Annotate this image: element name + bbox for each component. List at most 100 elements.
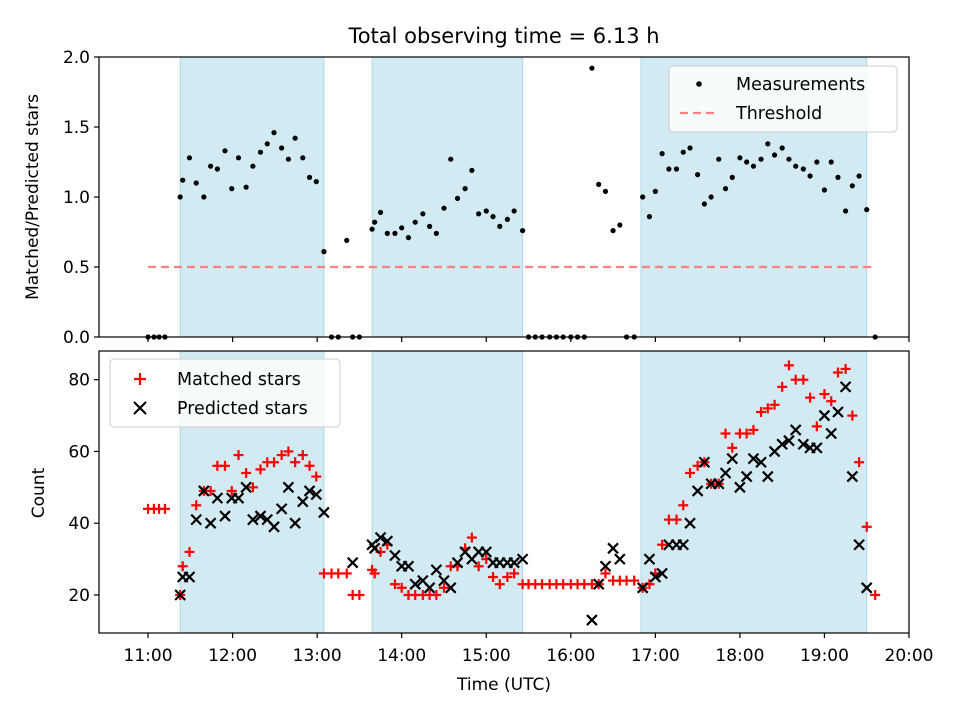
predicted-star-point [740, 470, 753, 483]
matched-star-point [685, 467, 696, 478]
matched-star-point [341, 568, 352, 579]
measurement-point [285, 156, 291, 162]
measurement-point [300, 155, 306, 161]
measurement-point [701, 201, 707, 207]
matched-star-point [431, 589, 442, 600]
predicted-star-point [368, 542, 381, 555]
measurement-point [589, 65, 595, 71]
predicted-star-point [174, 589, 186, 601]
measurement-point [412, 219, 418, 225]
measurement-point [441, 205, 447, 211]
measurement-point [729, 174, 735, 180]
measurement-point [279, 145, 285, 151]
measurement-point [186, 155, 193, 161]
matched-star-point [657, 539, 668, 550]
shaded-interval-1 [371, 350, 524, 634]
predicted-star-point [402, 560, 415, 573]
predicted-star-point [734, 481, 746, 494]
measurement-point [420, 211, 426, 217]
matched-star-point [389, 579, 400, 590]
measurement-point [687, 145, 693, 151]
predicted-star-point [430, 564, 443, 576]
measurement-point [835, 174, 841, 180]
matched-star-point [297, 450, 308, 461]
measurement-point [229, 186, 235, 192]
measurement-point [786, 156, 792, 162]
measurement-point [602, 188, 609, 194]
measurement-point [708, 194, 714, 200]
matched-star-point [805, 392, 816, 403]
matched-star-point [191, 500, 202, 511]
measurement-point [807, 173, 813, 179]
x-tick-label: 18:00 [715, 646, 764, 666]
matched-star-point [283, 446, 294, 457]
top-y-axis-label: Matched/Predicted stars [23, 94, 43, 300]
measurement-point [177, 194, 183, 200]
predicted-star-point [643, 553, 656, 565]
matched-stars-points [143, 360, 881, 600]
matched-star-point [720, 428, 731, 439]
measurement-point [737, 155, 743, 161]
bottom-y-axis-label: Count [29, 467, 49, 518]
predicted-star-point [783, 434, 795, 447]
matched-star-point [671, 514, 682, 525]
predicted-stars-points [174, 381, 873, 626]
y-tick-label: 1.5 [63, 118, 90, 138]
predicted-star-point [198, 485, 210, 497]
measurement-point [744, 159, 750, 165]
measurement-point [659, 151, 665, 157]
shaded-interval-2 [640, 350, 868, 634]
x-tick-label: 20:00 [885, 646, 934, 666]
predicted-star-point [211, 492, 224, 504]
predicted-star-point [656, 567, 668, 580]
predicted-star-point [586, 614, 598, 626]
matched-star-point [832, 367, 843, 378]
predicted-star-point [811, 442, 823, 454]
legend-matched-marker [134, 373, 146, 385]
matched-star-point [290, 457, 301, 468]
predicted-star-point [240, 481, 252, 494]
bottom-legend: Matched stars Predicted stars [109, 358, 341, 428]
matched-star-point [870, 589, 881, 600]
x-tick-label: 12:00 [208, 646, 257, 666]
measurement-point [306, 174, 313, 180]
matched-star-point [826, 396, 837, 407]
predicted-star-point [691, 485, 704, 497]
measurement-point [384, 230, 390, 236]
measurement-point [448, 156, 454, 162]
measurement-point [680, 149, 686, 155]
predicted-star-point [346, 556, 359, 569]
measurement-point [842, 208, 849, 214]
predicted-star-point [219, 510, 231, 522]
predicted-star-point [614, 553, 626, 565]
predicted-star-point [846, 470, 859, 483]
measurement-point [490, 214, 496, 220]
y-tick-label: 0.5 [63, 258, 90, 278]
measurement-point [377, 209, 384, 215]
measurement-point [666, 166, 672, 172]
measurement-point [235, 155, 242, 161]
y-tick-label: 1.0 [63, 188, 90, 208]
measurement-point [462, 186, 468, 192]
legend-matched-label: Matched stars [177, 370, 301, 390]
measurement-point [520, 228, 526, 234]
measurement-point [722, 186, 729, 192]
measurement-point [257, 149, 264, 155]
matched-star-point [159, 503, 170, 514]
measurement-point [372, 219, 378, 225]
matched-star-point [184, 546, 195, 557]
x-tick-label: 17:00 [631, 646, 680, 666]
y-tick-label: 60 [68, 442, 90, 462]
matched-star-point [226, 485, 237, 496]
predicted-star-point [190, 513, 203, 526]
matched-star-point [502, 572, 513, 583]
measurement-point [610, 228, 616, 234]
predicted-star-point [275, 503, 288, 515]
matched-star-point [241, 467, 252, 478]
matched-star-point [783, 360, 794, 371]
measurement-point [640, 194, 646, 200]
top-legend: Measurements Threshold [668, 65, 898, 133]
matched-star-point [762, 403, 773, 414]
